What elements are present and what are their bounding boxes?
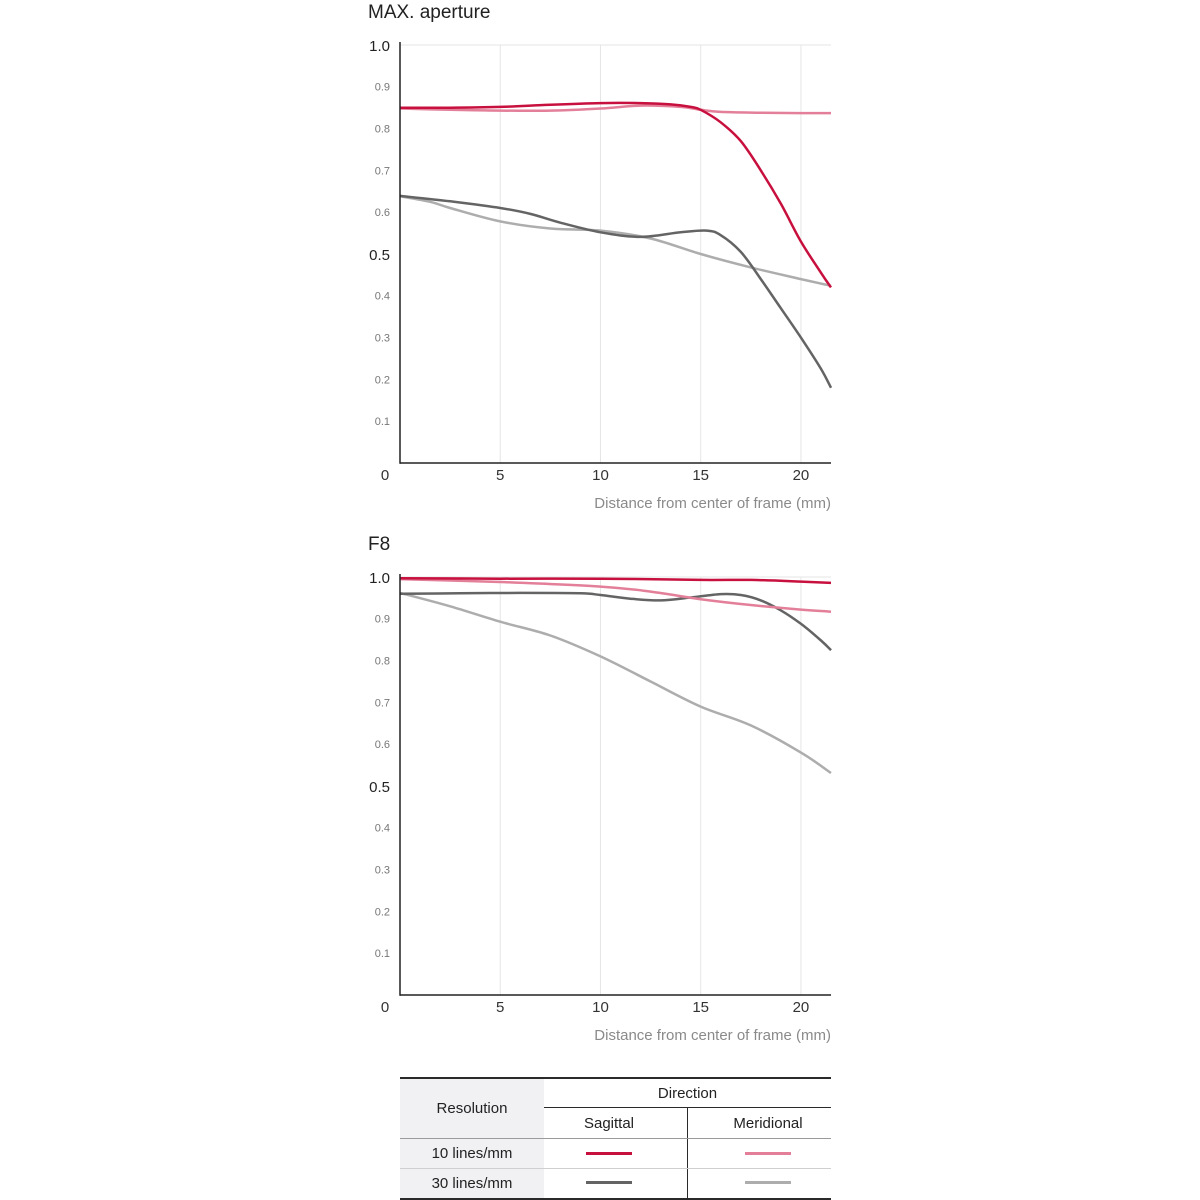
series-line-4: [399, 195, 832, 288]
x-axis-label: Distance from center of frame (mm): [594, 495, 831, 512]
x-tick-label: 15: [692, 999, 709, 1016]
column-header-sagittal: Sagittal: [583, 1114, 635, 1132]
y-tick-label: 0.8: [375, 656, 390, 668]
mtf-chart-bottom: F8 1.0 0.9 0.8 0.7 0.6 0.5 0.4 0.3 0.2 0.1 0 5 10 15 20…: [360, 532, 840, 1052]
x-tick-label: 15: [692, 467, 709, 484]
series-line-2: [399, 577, 832, 613]
mtf-chart-top-plot: MAX. aperture 1.0 0.9 0.8 0.7 0.6 0.5 0.4 0.3 0.2…: [368, 2, 833, 512]
legend-swatch: [586, 1152, 632, 1155]
series-line-1: [399, 577, 832, 585]
x-tick-label: 20: [793, 999, 810, 1016]
column-divider: [687, 1107, 688, 1198]
y-tick-label: 0.4: [375, 291, 390, 303]
series-line-3: [399, 591, 832, 652]
series-line-2: [399, 104, 832, 115]
y-tick-label: 1.0: [369, 570, 390, 587]
y-tick-label: 0.3: [375, 865, 390, 877]
y-tick-label: 0.2: [375, 374, 390, 386]
direction-header: Direction: [657, 1084, 718, 1102]
series-line-3: [399, 194, 833, 389]
table-bottom-border: [400, 1198, 831, 1200]
row-divider: [400, 1138, 831, 1139]
series-line-1: [399, 101, 833, 289]
y-tick-label: 0.5: [369, 779, 390, 796]
y-tick-label: 0.9: [375, 614, 390, 626]
y-tick-label: 0.1: [375, 416, 390, 428]
x-tick-label: 10: [592, 467, 609, 484]
column-header-meridional: Meridional: [733, 1114, 803, 1132]
legend-swatch: [586, 1181, 632, 1184]
row-divider: [400, 1168, 831, 1169]
x-axis-label: Distance from center of frame (mm): [594, 1027, 831, 1044]
y-tick-label: 0.8: [375, 124, 390, 136]
legend-swatch: [745, 1181, 791, 1184]
series-line-4: [399, 591, 832, 775]
x-tick-label: 5: [496, 467, 504, 484]
chart-title: F8: [368, 534, 390, 555]
y-tick-label: 0.6: [375, 739, 390, 751]
x-tick-label: 20: [793, 467, 810, 484]
y-tick-label: 0.7: [375, 165, 390, 177]
x-tick-label: 0: [381, 999, 389, 1016]
y-tick-label: 0.2: [375, 906, 390, 918]
resolution-header: Resolution: [400, 1079, 544, 1138]
row-label-10-lines: 10 lines/mm: [400, 1139, 544, 1168]
legend-swatch: [745, 1152, 791, 1155]
y-tick-label: 0.7: [375, 697, 390, 709]
mtf-chart-top: MAX. aperture 1.0 0.9 0.8 0.7 0.6 0.5 0.4 0.3 0.2…: [360, 0, 840, 520]
y-tick-label: 0.4: [375, 823, 390, 835]
table-top-border: [400, 1077, 831, 1079]
y-tick-label: 0.9: [375, 82, 390, 94]
y-tick-label: 0.5: [369, 247, 390, 264]
y-tick-label: 0.1: [375, 948, 390, 960]
y-tick-label: 1.0: [369, 38, 390, 55]
x-tick-label: 0: [381, 467, 389, 484]
legend-table: Resolution Direction Sagittal Meridional…: [400, 1077, 831, 1200]
x-tick-label: 5: [496, 999, 504, 1016]
chart-title: MAX. aperture: [368, 2, 491, 23]
y-tick-label: 0.3: [375, 333, 390, 345]
x-tick-label: 10: [592, 999, 609, 1016]
mtf-chart-bottom-plot: F8 1.0 0.9 0.8 0.7 0.6 0.5 0.4 0.3 0.2 0.1 0 5 10 15 20…: [368, 534, 832, 1044]
y-tick-label: 0.6: [375, 207, 390, 219]
row-label-30-lines: 30 lines/mm: [400, 1169, 544, 1198]
